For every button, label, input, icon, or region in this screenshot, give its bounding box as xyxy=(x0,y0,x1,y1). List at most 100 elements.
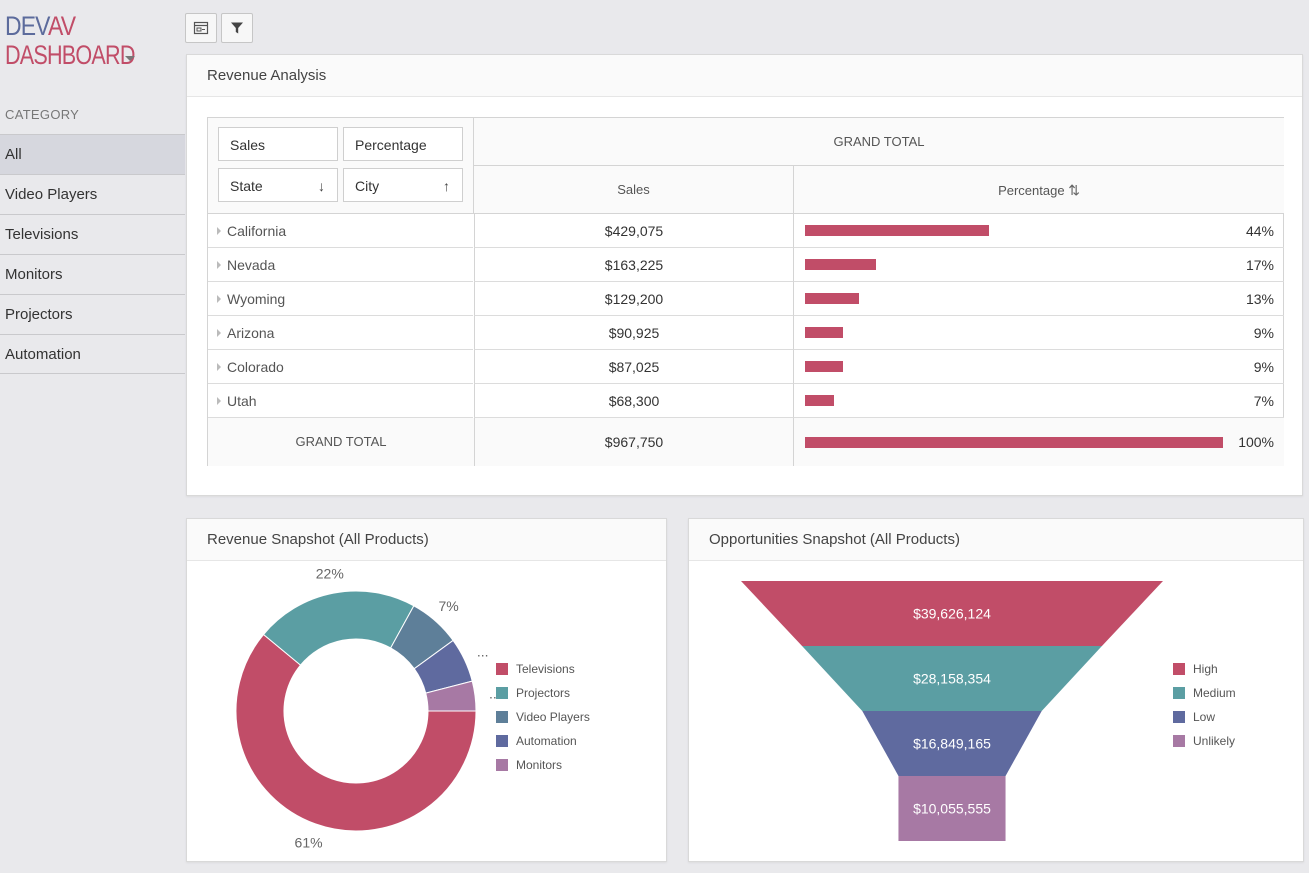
expand-arrow-icon[interactable] xyxy=(217,227,221,235)
category-item-projectors[interactable]: Projectors xyxy=(0,294,185,334)
legend-item[interactable]: Automation xyxy=(496,729,590,753)
logo-dashboard-text: DASHBOARD xyxy=(5,40,135,70)
percentage-value: 13% xyxy=(1245,291,1274,307)
legend-swatch xyxy=(496,687,508,699)
percentage-bar xyxy=(805,361,843,372)
funnel-value-label: $10,055,555 xyxy=(913,801,991,817)
column-header-percentage[interactable]: Percentage ⇅ xyxy=(793,166,1284,214)
sort-icon[interactable]: ⇅ xyxy=(1068,182,1080,198)
legend-item[interactable]: Medium xyxy=(1173,681,1236,705)
expand-arrow-icon[interactable] xyxy=(217,329,221,337)
row-field-state[interactable]: State ↓ xyxy=(218,168,338,202)
category-item-monitors[interactable]: Monitors xyxy=(0,254,185,294)
percentage-cell: 9% xyxy=(793,316,1284,350)
percentage-bar xyxy=(805,395,834,406)
funnel-segment-high[interactable] xyxy=(741,581,1163,646)
data-field-percentage[interactable]: Percentage xyxy=(343,127,463,161)
logo-av-text: AV xyxy=(47,11,76,41)
legend-item[interactable]: Monitors xyxy=(496,753,590,777)
legend-swatch xyxy=(496,711,508,723)
state-label: Wyoming xyxy=(227,291,286,307)
table-row-state[interactable]: Colorado xyxy=(208,350,473,384)
sales-value: $163,225 xyxy=(474,248,793,282)
data-field-sales[interactable]: Sales xyxy=(218,127,338,161)
donut-label-monitors: ... xyxy=(489,685,501,701)
expand-arrow-icon[interactable] xyxy=(217,261,221,269)
funnel-chart: $39,626,124 $28,158,354 $16,849,165 $10,055… xyxy=(741,581,1163,841)
legend-label: Projectors xyxy=(516,686,571,700)
percentage-value: 9% xyxy=(1253,325,1274,341)
legend-label: Televisions xyxy=(516,662,575,676)
revenue-snapshot-panel: Revenue Snapshot (All Products) 61% 22% 7%… xyxy=(186,518,667,862)
percentage-value: 44% xyxy=(1245,223,1274,239)
layout-icon xyxy=(193,21,209,35)
percentage-cell: 44% xyxy=(793,214,1284,248)
legend-label: Unlikely xyxy=(1193,734,1236,748)
state-label: Utah xyxy=(227,393,257,409)
row-field-city-label: City xyxy=(355,178,380,194)
legend-swatch xyxy=(1173,711,1185,723)
sidebar: DEVAV DASHBOARD CATEGORY All Video Playe… xyxy=(0,0,185,873)
percentage-bar xyxy=(805,259,876,270)
funnel-segment-unlikely[interactable] xyxy=(898,776,1006,841)
logo-dev-text: DEV xyxy=(5,11,49,41)
legend-label: Medium xyxy=(1193,686,1236,700)
legend-label: High xyxy=(1193,662,1218,676)
category-item-automation[interactable]: Automation xyxy=(0,334,185,374)
legend-item[interactable]: Low xyxy=(1173,705,1236,729)
state-label: California xyxy=(227,223,287,239)
legend-item[interactable]: Unlikely xyxy=(1173,729,1236,753)
donut-label-projectors: 22% xyxy=(316,565,344,581)
funnel-value-label: $28,158,354 xyxy=(913,671,991,687)
donut-label-video_players: 7% xyxy=(438,598,458,614)
grand-total-percentage-cell: 100% xyxy=(793,418,1284,466)
funnel-legend: High Medium Low Unlikely xyxy=(1173,657,1236,753)
table-row-state[interactable]: Wyoming xyxy=(208,282,473,316)
legend-item[interactable]: Projectors xyxy=(496,681,590,705)
legend-swatch xyxy=(1173,687,1185,699)
sales-value: $129,200 xyxy=(474,282,793,316)
devav-logo[interactable]: DEVAV DASHBOARD xyxy=(5,12,167,70)
percentage-cell: 17% xyxy=(793,248,1284,282)
panel-title: Opportunities Snapshot (All Products) xyxy=(689,519,1303,561)
table-row-state[interactable]: Utah xyxy=(208,384,473,418)
layout-button[interactable] xyxy=(185,13,217,43)
expand-arrow-icon[interactable] xyxy=(217,363,221,371)
table-row-state[interactable]: California xyxy=(208,214,473,248)
row-field-city[interactable]: City ↑ xyxy=(343,168,463,202)
expand-arrow-icon[interactable] xyxy=(217,397,221,405)
grand-total-percentage: 100% xyxy=(1238,434,1274,450)
table-row-state[interactable]: Arizona xyxy=(208,316,473,350)
percentage-cell: 9% xyxy=(793,350,1284,384)
funnel-value-label: $39,626,124 xyxy=(913,606,991,622)
percentage-value: 7% xyxy=(1253,393,1274,409)
funnel-segment-medium[interactable] xyxy=(802,646,1102,711)
sort-asc-icon: ↑ xyxy=(443,178,450,194)
filter-button[interactable] xyxy=(221,13,253,43)
column-header-sales[interactable]: Sales xyxy=(474,166,793,214)
donut-slice-televisions[interactable] xyxy=(235,633,477,832)
legend-item[interactable]: Televisions xyxy=(496,657,590,681)
category-item-video-players[interactable]: Video Players xyxy=(0,174,185,214)
legend-item[interactable]: Video Players xyxy=(496,705,590,729)
category-item-all[interactable]: All xyxy=(0,134,185,174)
legend-item[interactable]: High xyxy=(1173,657,1236,681)
caret-down-icon[interactable] xyxy=(125,56,135,61)
legend-swatch xyxy=(496,735,508,747)
funnel-segment-low[interactable] xyxy=(862,711,1042,776)
table-row-state[interactable]: Nevada xyxy=(208,248,473,282)
donut-slice-monitors[interactable] xyxy=(425,680,477,712)
legend-swatch xyxy=(1173,735,1185,747)
category-list: All Video Players Televisions Monitors P… xyxy=(0,134,185,374)
legend-label: Automation xyxy=(516,734,577,748)
category-label: CATEGORY xyxy=(5,107,80,122)
category-item-televisions[interactable]: Televisions xyxy=(0,214,185,254)
sales-value: $68,300 xyxy=(474,384,793,418)
funnel-value-label: $16,849,165 xyxy=(913,736,991,752)
sales-value: $429,075 xyxy=(474,214,793,248)
legend-swatch xyxy=(1173,663,1185,675)
filter-icon xyxy=(231,22,243,34)
grand-total-row-label: GRAND TOTAL xyxy=(208,418,474,466)
state-label: Arizona xyxy=(227,325,275,341)
expand-arrow-icon[interactable] xyxy=(217,295,221,303)
